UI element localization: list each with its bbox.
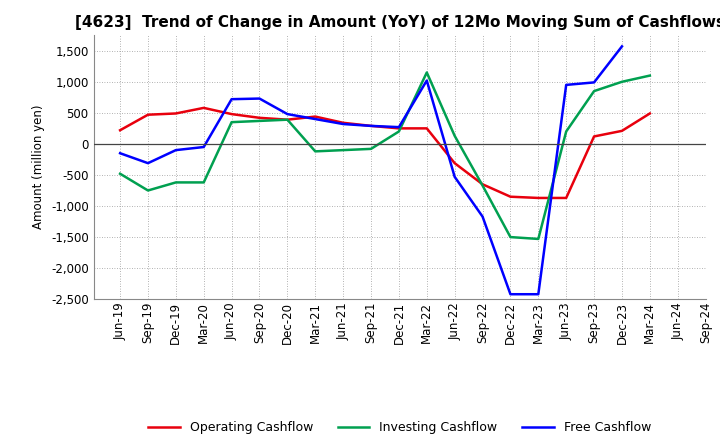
Operating Cashflow xyxy=(534,195,543,201)
Investing Cashflow xyxy=(562,129,570,134)
Operating Cashflow xyxy=(116,128,125,133)
Operating Cashflow xyxy=(423,126,431,131)
Operating Cashflow xyxy=(395,126,403,131)
Legend: Operating Cashflow, Investing Cashflow, Free Cashflow: Operating Cashflow, Investing Cashflow, … xyxy=(143,416,656,439)
Investing Cashflow xyxy=(395,129,403,134)
Free Cashflow xyxy=(228,96,236,102)
Operating Cashflow xyxy=(562,195,570,201)
Free Cashflow xyxy=(116,150,125,156)
Investing Cashflow xyxy=(366,146,375,151)
Operating Cashflow xyxy=(646,111,654,116)
Free Cashflow xyxy=(618,44,626,49)
Free Cashflow xyxy=(423,78,431,83)
Free Cashflow xyxy=(395,125,403,130)
Investing Cashflow xyxy=(618,79,626,84)
Investing Cashflow xyxy=(283,117,292,122)
Operating Cashflow xyxy=(618,128,626,133)
Line: Free Cashflow: Free Cashflow xyxy=(120,46,622,294)
Operating Cashflow xyxy=(366,123,375,128)
Investing Cashflow xyxy=(339,147,348,153)
Free Cashflow xyxy=(562,82,570,88)
Investing Cashflow xyxy=(171,180,180,185)
Free Cashflow xyxy=(199,144,208,150)
Free Cashflow xyxy=(283,111,292,117)
Line: Operating Cashflow: Operating Cashflow xyxy=(120,108,650,198)
Investing Cashflow xyxy=(228,120,236,125)
Free Cashflow xyxy=(450,174,459,180)
Investing Cashflow xyxy=(423,70,431,75)
Operating Cashflow xyxy=(228,111,236,117)
Investing Cashflow xyxy=(116,171,125,176)
Free Cashflow xyxy=(339,121,348,127)
Operating Cashflow xyxy=(199,105,208,110)
Investing Cashflow xyxy=(478,183,487,188)
Free Cashflow xyxy=(366,123,375,128)
Free Cashflow xyxy=(534,292,543,297)
Operating Cashflow xyxy=(283,117,292,122)
Investing Cashflow xyxy=(144,188,153,193)
Line: Investing Cashflow: Investing Cashflow xyxy=(120,73,650,239)
Operating Cashflow xyxy=(339,120,348,125)
Free Cashflow xyxy=(506,292,515,297)
Title: [4623]  Trend of Change in Amount (YoY) of 12Mo Moving Sum of Cashflows: [4623] Trend of Change in Amount (YoY) o… xyxy=(75,15,720,30)
Investing Cashflow xyxy=(450,133,459,139)
Operating Cashflow xyxy=(450,161,459,166)
Investing Cashflow xyxy=(590,88,598,94)
Operating Cashflow xyxy=(171,111,180,116)
Operating Cashflow xyxy=(144,112,153,117)
Operating Cashflow xyxy=(590,134,598,139)
Free Cashflow xyxy=(255,96,264,101)
Investing Cashflow xyxy=(255,118,264,124)
Operating Cashflow xyxy=(478,182,487,187)
Y-axis label: Amount (million yen): Amount (million yen) xyxy=(32,105,45,229)
Operating Cashflow xyxy=(506,194,515,199)
Free Cashflow xyxy=(144,161,153,166)
Operating Cashflow xyxy=(311,114,320,119)
Free Cashflow xyxy=(311,117,320,122)
Free Cashflow xyxy=(478,214,487,219)
Investing Cashflow xyxy=(646,73,654,78)
Investing Cashflow xyxy=(199,180,208,185)
Investing Cashflow xyxy=(506,235,515,240)
Investing Cashflow xyxy=(311,149,320,154)
Free Cashflow xyxy=(171,147,180,153)
Investing Cashflow xyxy=(534,236,543,242)
Free Cashflow xyxy=(590,80,598,85)
Operating Cashflow xyxy=(255,115,264,121)
